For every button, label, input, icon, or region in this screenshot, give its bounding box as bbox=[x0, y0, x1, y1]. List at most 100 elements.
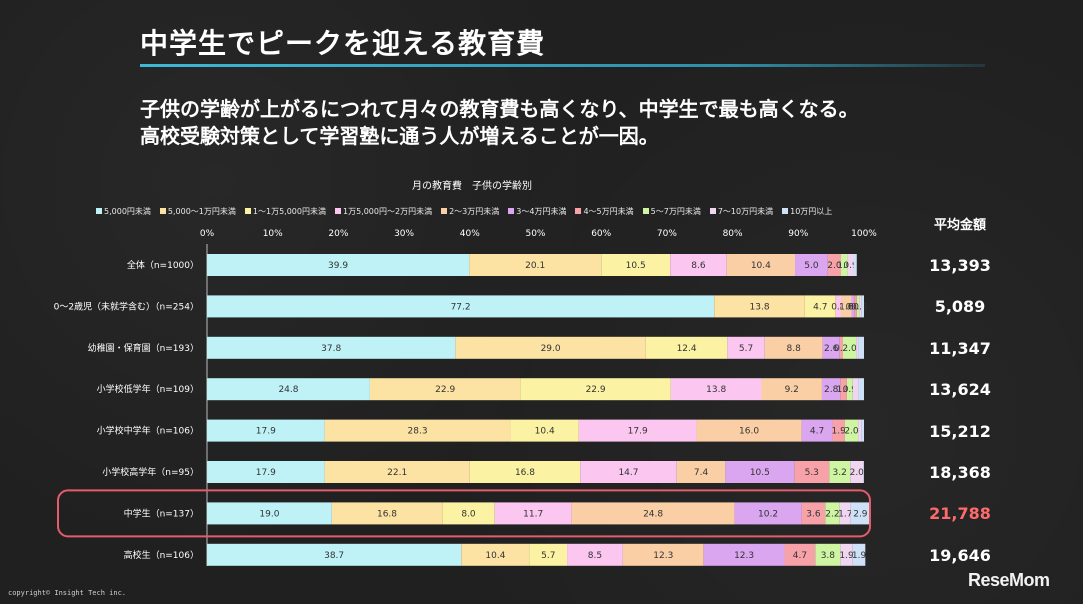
legend-label: 5,000円未満 bbox=[104, 206, 151, 216]
bar-segment bbox=[784, 543, 816, 566]
bar-segment bbox=[207, 254, 470, 276]
x-tick-label: 30% bbox=[394, 229, 414, 239]
category-label: 幼稚園・保育園（n=193） bbox=[88, 342, 199, 354]
bar-segment bbox=[850, 461, 864, 483]
bar-segment bbox=[854, 295, 857, 318]
x-tick-label: 40% bbox=[460, 229, 480, 239]
bar-segment bbox=[207, 502, 332, 525]
bar-segment bbox=[207, 378, 370, 401]
bar-segment bbox=[469, 254, 602, 276]
copyright: copyright© Insight Tech inc. bbox=[8, 589, 127, 597]
bar-segment bbox=[856, 295, 860, 318]
bar-segment bbox=[853, 254, 857, 276]
data-label: 2.0 bbox=[827, 261, 842, 271]
resemom-logo: ReseMom bbox=[968, 570, 1050, 590]
bar-segment bbox=[846, 378, 853, 401]
data-label: 3.6 bbox=[806, 509, 821, 519]
legend-swatch bbox=[96, 208, 102, 214]
bar-segment bbox=[863, 461, 864, 483]
bar-segment bbox=[847, 254, 854, 276]
average-value: 18,368 bbox=[929, 463, 991, 482]
bar-segment bbox=[207, 419, 325, 442]
bar-segment bbox=[815, 543, 841, 566]
bar-segment bbox=[840, 543, 853, 566]
bar-segment bbox=[832, 419, 845, 442]
bar-segment bbox=[801, 502, 826, 525]
bar-segment bbox=[858, 336, 864, 359]
data-label: 19.0 bbox=[259, 509, 279, 519]
bar-segment bbox=[840, 378, 847, 401]
bar-segment bbox=[645, 336, 728, 359]
bar-segment bbox=[461, 543, 530, 566]
average-value: 11,347 bbox=[929, 338, 991, 358]
data-label: 37.8 bbox=[321, 344, 341, 354]
bar-segment bbox=[676, 461, 726, 483]
legend-item: 5,000円未満 bbox=[96, 204, 151, 218]
bar-segment bbox=[725, 461, 795, 483]
legend-label: 3～4万円未満 bbox=[516, 206, 567, 216]
data-label: 0.4 bbox=[846, 302, 861, 312]
data-label: 12.4 bbox=[677, 344, 697, 354]
average-value: 13,624 bbox=[929, 380, 991, 400]
legend-swatch bbox=[441, 208, 448, 214]
data-label: 4.7 bbox=[793, 551, 807, 561]
bar-segment bbox=[369, 378, 521, 401]
data-label: 1.6 bbox=[839, 302, 854, 312]
bar-segment bbox=[839, 336, 843, 359]
data-label: 13.8 bbox=[706, 385, 726, 395]
data-label: 28.3 bbox=[408, 427, 428, 437]
bar-segment bbox=[207, 543, 462, 566]
x-tick-label: 0% bbox=[200, 229, 215, 239]
title-underline bbox=[140, 64, 985, 67]
data-label: 3.2 bbox=[833, 468, 847, 478]
bar-segment bbox=[829, 461, 851, 483]
data-label: 0.9 bbox=[843, 385, 858, 395]
data-label: 12.3 bbox=[734, 551, 754, 561]
bar-segment bbox=[794, 461, 830, 483]
data-label: 8.5 bbox=[588, 551, 602, 561]
legend-label: 4～5万円未満 bbox=[583, 206, 634, 216]
data-label: 0.3 bbox=[853, 302, 867, 312]
x-tick-label: 20% bbox=[328, 229, 348, 239]
data-label: 4.7 bbox=[813, 302, 827, 312]
data-label: 38.7 bbox=[324, 551, 344, 561]
legend-swatch bbox=[782, 208, 789, 214]
data-label: 2.0 bbox=[850, 468, 865, 478]
data-label: 1.0 bbox=[837, 261, 852, 271]
bar-segment bbox=[622, 543, 704, 566]
bar-segment bbox=[841, 295, 852, 318]
slide-title: 中学生でピークを迎える教育費 bbox=[140, 27, 546, 60]
bar-segment bbox=[827, 254, 842, 276]
data-label: 22.1 bbox=[387, 468, 407, 478]
average-value: 21,788 bbox=[929, 504, 991, 524]
bar-segment bbox=[207, 336, 456, 359]
data-label: 10.4 bbox=[751, 261, 771, 271]
bar-segment bbox=[822, 336, 840, 359]
bar-segment bbox=[734, 502, 802, 525]
bar-segment bbox=[795, 254, 828, 276]
data-label: 1.9 bbox=[852, 551, 867, 561]
data-label: 10.4 bbox=[535, 427, 555, 437]
bar-segment bbox=[761, 378, 822, 401]
bar-segment bbox=[852, 378, 859, 401]
bar-segment bbox=[727, 336, 765, 359]
bar-segment bbox=[841, 254, 848, 276]
data-label: 0.9 bbox=[843, 261, 858, 271]
bar-segment bbox=[324, 419, 511, 442]
bar-segment bbox=[839, 502, 851, 525]
bar-segment bbox=[835, 295, 842, 318]
data-label: 13.8 bbox=[750, 302, 770, 312]
average-value: 13,393 bbox=[929, 256, 991, 275]
bar-segment bbox=[801, 419, 833, 442]
data-label: 1.7 bbox=[838, 509, 852, 519]
bar-segment bbox=[856, 336, 859, 359]
data-label: 1.0 bbox=[836, 385, 851, 395]
x-tick-label: 90% bbox=[788, 229, 808, 239]
legend-swatch bbox=[335, 208, 341, 214]
bar-segment bbox=[858, 378, 864, 401]
legend-item: 5～7万円未満 bbox=[642, 204, 701, 218]
data-label: 14.7 bbox=[618, 468, 638, 478]
data-label: 0.8 bbox=[831, 302, 846, 312]
bar-segment bbox=[520, 378, 671, 401]
